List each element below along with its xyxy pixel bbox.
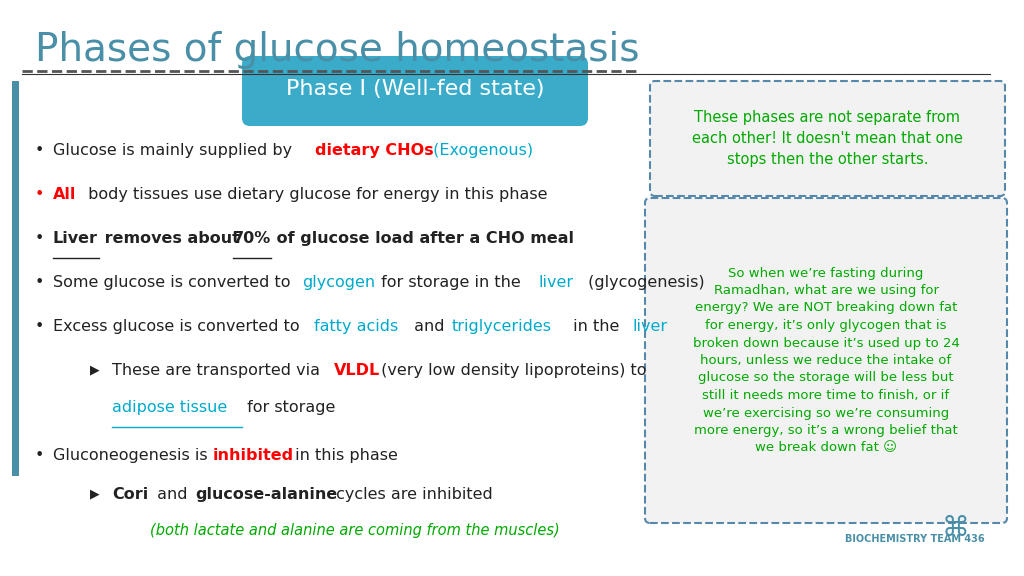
Text: inhibited: inhibited xyxy=(213,448,294,463)
Text: ▶: ▶ xyxy=(90,363,99,376)
Text: Gluconeogenesis is: Gluconeogenesis is xyxy=(53,448,213,463)
FancyBboxPatch shape xyxy=(645,198,1007,523)
Text: •: • xyxy=(35,275,44,290)
Text: (very low density lipoproteins) to: (very low density lipoproteins) to xyxy=(376,363,646,378)
Text: Excess glucose is converted to: Excess glucose is converted to xyxy=(53,319,305,334)
Text: adipose tissue: adipose tissue xyxy=(112,400,227,415)
Text: ▶: ▶ xyxy=(90,487,99,500)
Text: cycles are inhibited: cycles are inhibited xyxy=(331,487,493,502)
Text: Cori: Cori xyxy=(112,487,148,502)
Text: All: All xyxy=(53,187,77,202)
FancyBboxPatch shape xyxy=(650,81,1005,196)
Text: and: and xyxy=(152,487,193,502)
Text: Some glucose is converted to: Some glucose is converted to xyxy=(53,275,296,290)
Text: These phases are not separate from
each other! It doesn't mean that one
stops th: These phases are not separate from each … xyxy=(692,110,963,167)
Text: and: and xyxy=(409,319,450,334)
Text: •: • xyxy=(35,187,44,202)
Text: ⌘: ⌘ xyxy=(941,514,969,542)
Text: body tissues use dietary glucose for energy in this phase: body tissues use dietary glucose for ene… xyxy=(83,187,548,202)
Text: Glucose is mainly supplied by: Glucose is mainly supplied by xyxy=(53,143,297,158)
Text: for storage in the: for storage in the xyxy=(376,275,526,290)
Text: glycogen: glycogen xyxy=(302,275,375,290)
Text: glucose-alanine: glucose-alanine xyxy=(195,487,337,502)
Text: triglycerides: triglycerides xyxy=(452,319,552,334)
Text: Phase I (Well-fed state): Phase I (Well-fed state) xyxy=(286,79,544,99)
Text: fatty acids: fatty acids xyxy=(314,319,398,334)
Text: •: • xyxy=(35,143,44,158)
Text: (glycogenesis): (glycogenesis) xyxy=(583,275,705,290)
Text: •: • xyxy=(35,231,44,246)
Text: •: • xyxy=(35,448,44,463)
Text: in the: in the xyxy=(568,319,625,334)
Bar xyxy=(12,81,19,476)
Text: Liver: Liver xyxy=(53,231,98,246)
Text: in this phase: in this phase xyxy=(290,448,398,463)
Text: dietary CHOs: dietary CHOs xyxy=(315,143,433,158)
Text: liver: liver xyxy=(539,275,574,290)
Text: (Exogenous): (Exogenous) xyxy=(428,143,534,158)
Text: So when we’re fasting during
Ramadhan, what are we using for
energy? We are NOT : So when we’re fasting during Ramadhan, w… xyxy=(692,267,959,454)
Text: •: • xyxy=(35,319,44,334)
Text: These are transported via: These are transported via xyxy=(112,363,326,378)
Text: BIOCHEMISTRY TEAM 436: BIOCHEMISTRY TEAM 436 xyxy=(846,534,985,544)
Text: for storage: for storage xyxy=(242,400,336,415)
FancyBboxPatch shape xyxy=(242,56,588,126)
Text: Phases of glucose homeostasis: Phases of glucose homeostasis xyxy=(35,31,640,69)
Text: (both lactate and alanine are coming from the muscles): (both lactate and alanine are coming fro… xyxy=(150,523,560,538)
Text: VLDL: VLDL xyxy=(334,363,380,378)
Text: 70%: 70% xyxy=(233,231,271,246)
Text: liver: liver xyxy=(633,319,668,334)
Text: removes about: removes about xyxy=(99,231,246,246)
Text: of glucose load after a CHO meal: of glucose load after a CHO meal xyxy=(271,231,574,246)
